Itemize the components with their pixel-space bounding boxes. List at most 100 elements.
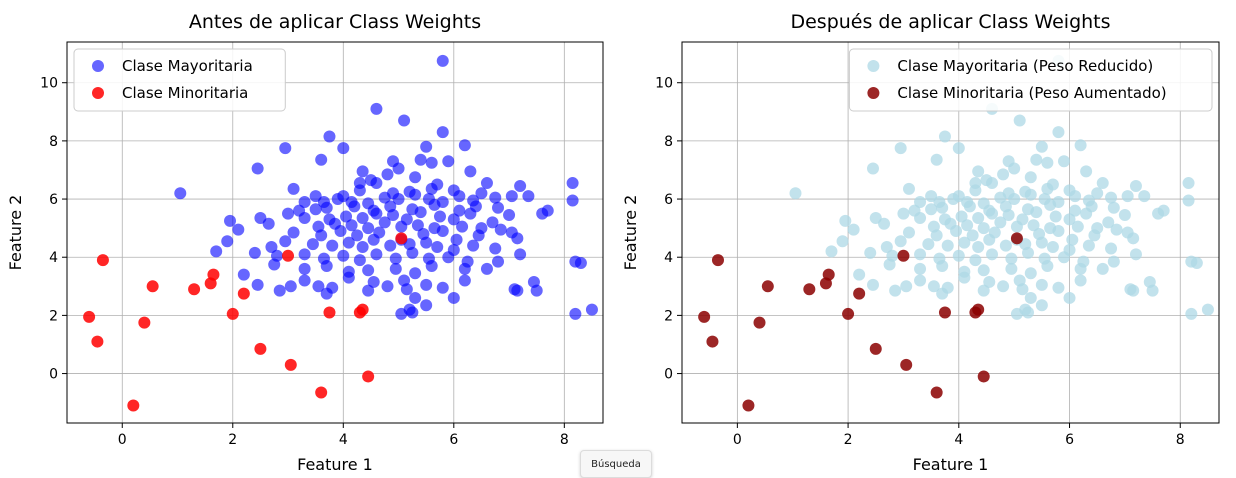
chart2-xtick-label: 4 [954,432,963,448]
search-tooltip[interactable]: Búsqueda [580,450,652,478]
chart1-point-majority [370,177,383,190]
chart2-point-majority [1046,241,1059,254]
chart2-point-majority [914,211,927,224]
chart1-point-minority [356,303,369,316]
chart1-point-minority [237,287,250,300]
chart2-point-majority [894,142,907,155]
chart1-point-majority [356,165,369,178]
chart2-legend-marker [867,60,880,72]
chart2-point-majority [950,225,963,238]
chart1-point-majority [436,225,449,238]
chart1-point-majority [323,130,336,143]
chart1-point-majority [409,171,422,184]
chart1-point-majority [406,306,419,319]
chart2-point-minority [803,283,816,296]
chart2-point-majority [952,142,965,155]
chart2-point-majority [847,223,860,236]
chart1-point-majority [411,219,424,232]
chart1-xtick-label: 8 [560,432,569,448]
chart1-point-majority [436,54,449,67]
chart2-xtick-label: 8 [1176,432,1185,448]
chart2-point-majority [1010,307,1023,320]
chart2-point-minority [842,307,855,320]
chart2-point-minority [822,268,835,281]
chart2-point-majority [936,259,949,272]
chart1-point-majority [384,239,397,252]
chart2-point-majority [883,258,896,271]
chart2-point-majority [1080,207,1093,220]
chart1-ytick-label: 6 [49,192,58,208]
chart2-point-majority [977,264,990,277]
chart2-ytick-label: 4 [664,250,673,266]
chart2-point-majority [1182,194,1195,207]
chart1-point-majority [420,278,433,291]
chart2-point-majority [972,165,985,178]
chart2-point-majority [999,239,1012,252]
chart2-point-majority [1052,225,1065,238]
chart2-point-minority [938,306,951,319]
chart1-point-majority [442,251,455,264]
chart1-point-majority [442,155,455,168]
chart1-point-majority [475,187,488,200]
chart2-point-majority [1063,291,1076,304]
chart1-point-majority [356,241,369,254]
chart2-point-majority [1008,193,1021,206]
chart2-point-majority [1016,283,1029,296]
chart2-point-majority [972,211,985,224]
chart2-point-majority [1030,206,1043,219]
chart1-point-majority [320,287,333,300]
chart1-point-majority [348,200,361,213]
chart2-point-majority [977,222,990,235]
chart2-point-majority [1096,177,1109,190]
chart1-xtick-label: 2 [228,432,237,448]
chart2-point-majority [914,274,927,287]
chart1-point-majority [351,229,364,242]
chart1-point-majority [378,216,391,229]
chart1-point-majority [395,220,408,233]
chart2-xtick-label: 2 [844,432,853,448]
chart1-point-minority [96,254,109,267]
chart1-point-majority [367,275,380,288]
chart1-point-majority [315,153,328,166]
chart2-point-majority [1080,165,1093,178]
chart1-point-majority [566,194,579,207]
chart1-point-majority [279,235,292,248]
chart1-point-majority [447,291,460,304]
chart2-point-majority [1107,201,1120,214]
chart1-point-majority [345,219,358,232]
chart2-point-majority [1035,236,1048,249]
chart2-point-majority [914,262,927,275]
chart2-point-minority [897,249,910,262]
chart1-point-majority [362,264,375,277]
chart1-point-majority [174,187,187,200]
chart2-point-majority [878,217,891,230]
chart1-point-majority [262,217,275,230]
chart2-point-minority [900,358,913,371]
chart1-point-majority [494,223,507,236]
chart1-point-majority [464,165,477,178]
chart2-legend [848,48,1213,112]
chart2-point-minority [698,310,711,323]
chart1-point-majority [389,252,402,265]
chart2-point-majority [1052,281,1065,294]
chart2-point-majority [941,239,954,252]
chart1-point-majority [503,209,516,222]
chart2-point-minority [711,254,724,267]
chart2-point-majority [1138,190,1151,203]
chart1-point-minority [83,310,96,323]
chart1-point-majority [431,241,444,254]
chart2-point-majority [1041,259,1054,272]
chart1-point-majority [378,191,391,204]
chart2-point-majority [1052,126,1065,139]
chart2-point-majority [1027,219,1040,232]
chart2-point-majority [986,207,999,220]
chart2-point-majority [1088,229,1101,242]
chart1-point-majority [425,156,438,169]
chart1-legend-marker [92,60,104,72]
chart2-point-majority [1005,252,1018,265]
chart1-point-majority [392,162,405,175]
chart2-legend-label: Clase Minoritaria (Peso Aumentado) [897,84,1166,102]
chart2-legend-marker [867,87,880,99]
chart1-xlabel: Feature 1 [297,455,373,474]
chart2-point-majority [1121,190,1134,203]
